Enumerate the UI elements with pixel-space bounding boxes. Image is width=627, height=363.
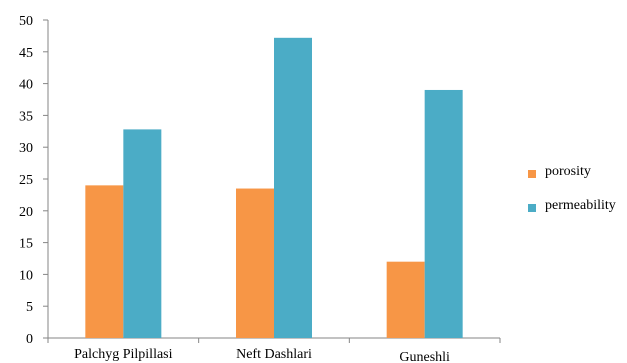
bar-permeability (424, 89, 463, 339)
y-tick-label: 25 (19, 173, 33, 188)
y-tick-label: 20 (19, 205, 33, 220)
y-tick-label: 50 (19, 14, 33, 29)
x-category-label: Guneshli (399, 350, 450, 363)
y-tick-label: 45 (19, 46, 33, 61)
bar-porosity (386, 261, 425, 338)
y-tick-label: 0 (26, 332, 33, 347)
y-tick-label: 15 (19, 237, 33, 252)
bar-porosity (85, 185, 124, 338)
y-axis-ticks: 0 5 10 15 20 25 30 35 40 45 50 (19, 14, 501, 347)
legend-swatch-porosity (528, 170, 536, 178)
y-tick-label: 40 (19, 78, 33, 93)
bar-permeability (123, 129, 162, 338)
legend-label-permeability: permeability (545, 198, 616, 213)
legend-swatch-permeability (528, 204, 536, 212)
y-tick-label: 30 (19, 141, 33, 156)
y-tick-label: 35 (19, 109, 33, 124)
chart-legend: porosity permeability (528, 164, 616, 213)
x-axis-labels: Palchyg Pilpillasi Neft Dashlari Guneshli (74, 347, 450, 363)
y-tick-label: 5 (26, 300, 33, 315)
y-tick-label: 10 (19, 268, 33, 283)
chart-bars (85, 37, 463, 339)
legend-label-porosity: porosity (545, 164, 591, 179)
x-category-label: Neft Dashlari (236, 347, 312, 362)
x-category-label: Palchyg Pilpillasi (74, 347, 173, 362)
bar-porosity (236, 188, 274, 338)
bar-permeability (274, 37, 312, 339)
